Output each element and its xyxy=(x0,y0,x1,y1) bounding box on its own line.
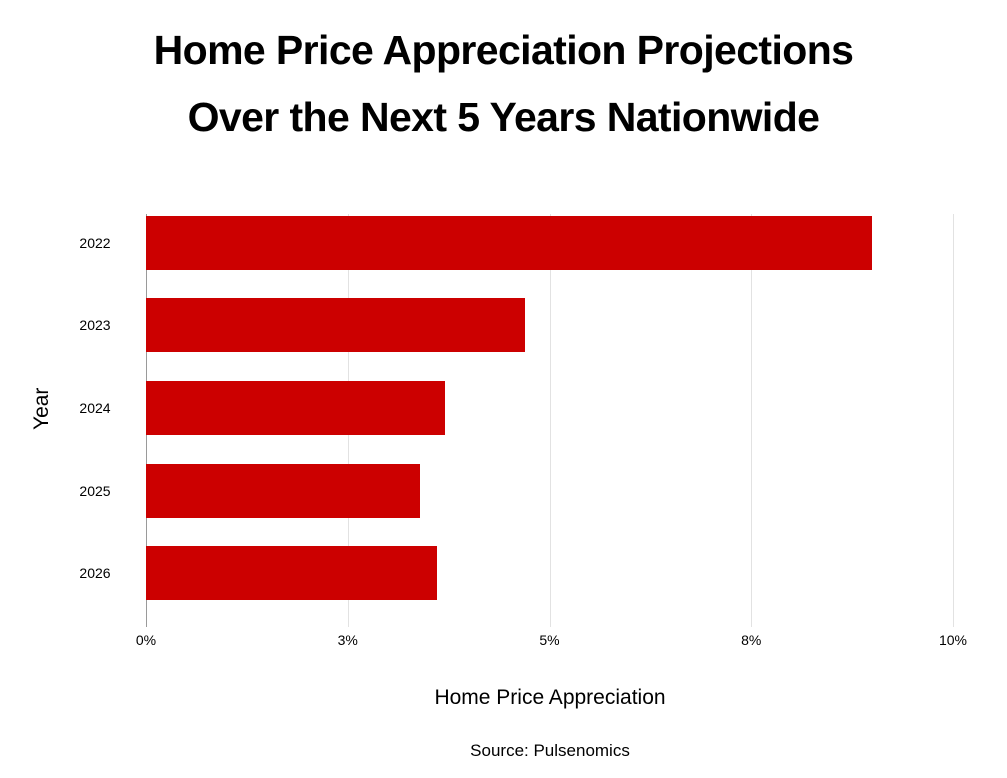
x-tick-label: 3% xyxy=(337,632,358,648)
x-tick-label: 5% xyxy=(539,632,560,648)
chart-title-line-2: Over the Next 5 Years Nationwide xyxy=(187,94,820,140)
y-tick-label: 2025 xyxy=(79,483,111,499)
bar-2025 xyxy=(146,464,421,518)
gridline xyxy=(751,214,753,627)
y-axis-title: Year xyxy=(30,387,53,430)
plot-area xyxy=(146,214,954,627)
bar-2026 xyxy=(146,546,437,600)
x-axis-title: Home Price Appreciation xyxy=(434,686,666,709)
source-note: Source: Pulsenomics xyxy=(470,741,630,760)
y-tick-label: 2024 xyxy=(79,400,111,416)
y-tick-label: 2022 xyxy=(79,235,111,251)
gridline xyxy=(953,214,954,627)
bar-2022 xyxy=(146,216,873,270)
bar-2024 xyxy=(146,381,445,435)
gridline xyxy=(549,214,551,627)
bar-2023 xyxy=(146,298,526,352)
x-tick-label: 0% xyxy=(135,632,157,648)
y-tick-label: 2026 xyxy=(79,565,111,581)
x-tick-label: 8% xyxy=(741,632,762,648)
chart-title-line-1: Home Price Appreciation Projections xyxy=(153,27,854,73)
x-tick-label: 10% xyxy=(938,632,968,648)
y-tick-label: 2023 xyxy=(79,317,111,333)
